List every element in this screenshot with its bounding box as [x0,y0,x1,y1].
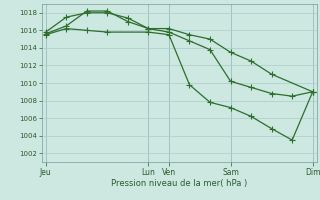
X-axis label: Pression niveau de la mer( hPa ): Pression niveau de la mer( hPa ) [111,179,247,188]
